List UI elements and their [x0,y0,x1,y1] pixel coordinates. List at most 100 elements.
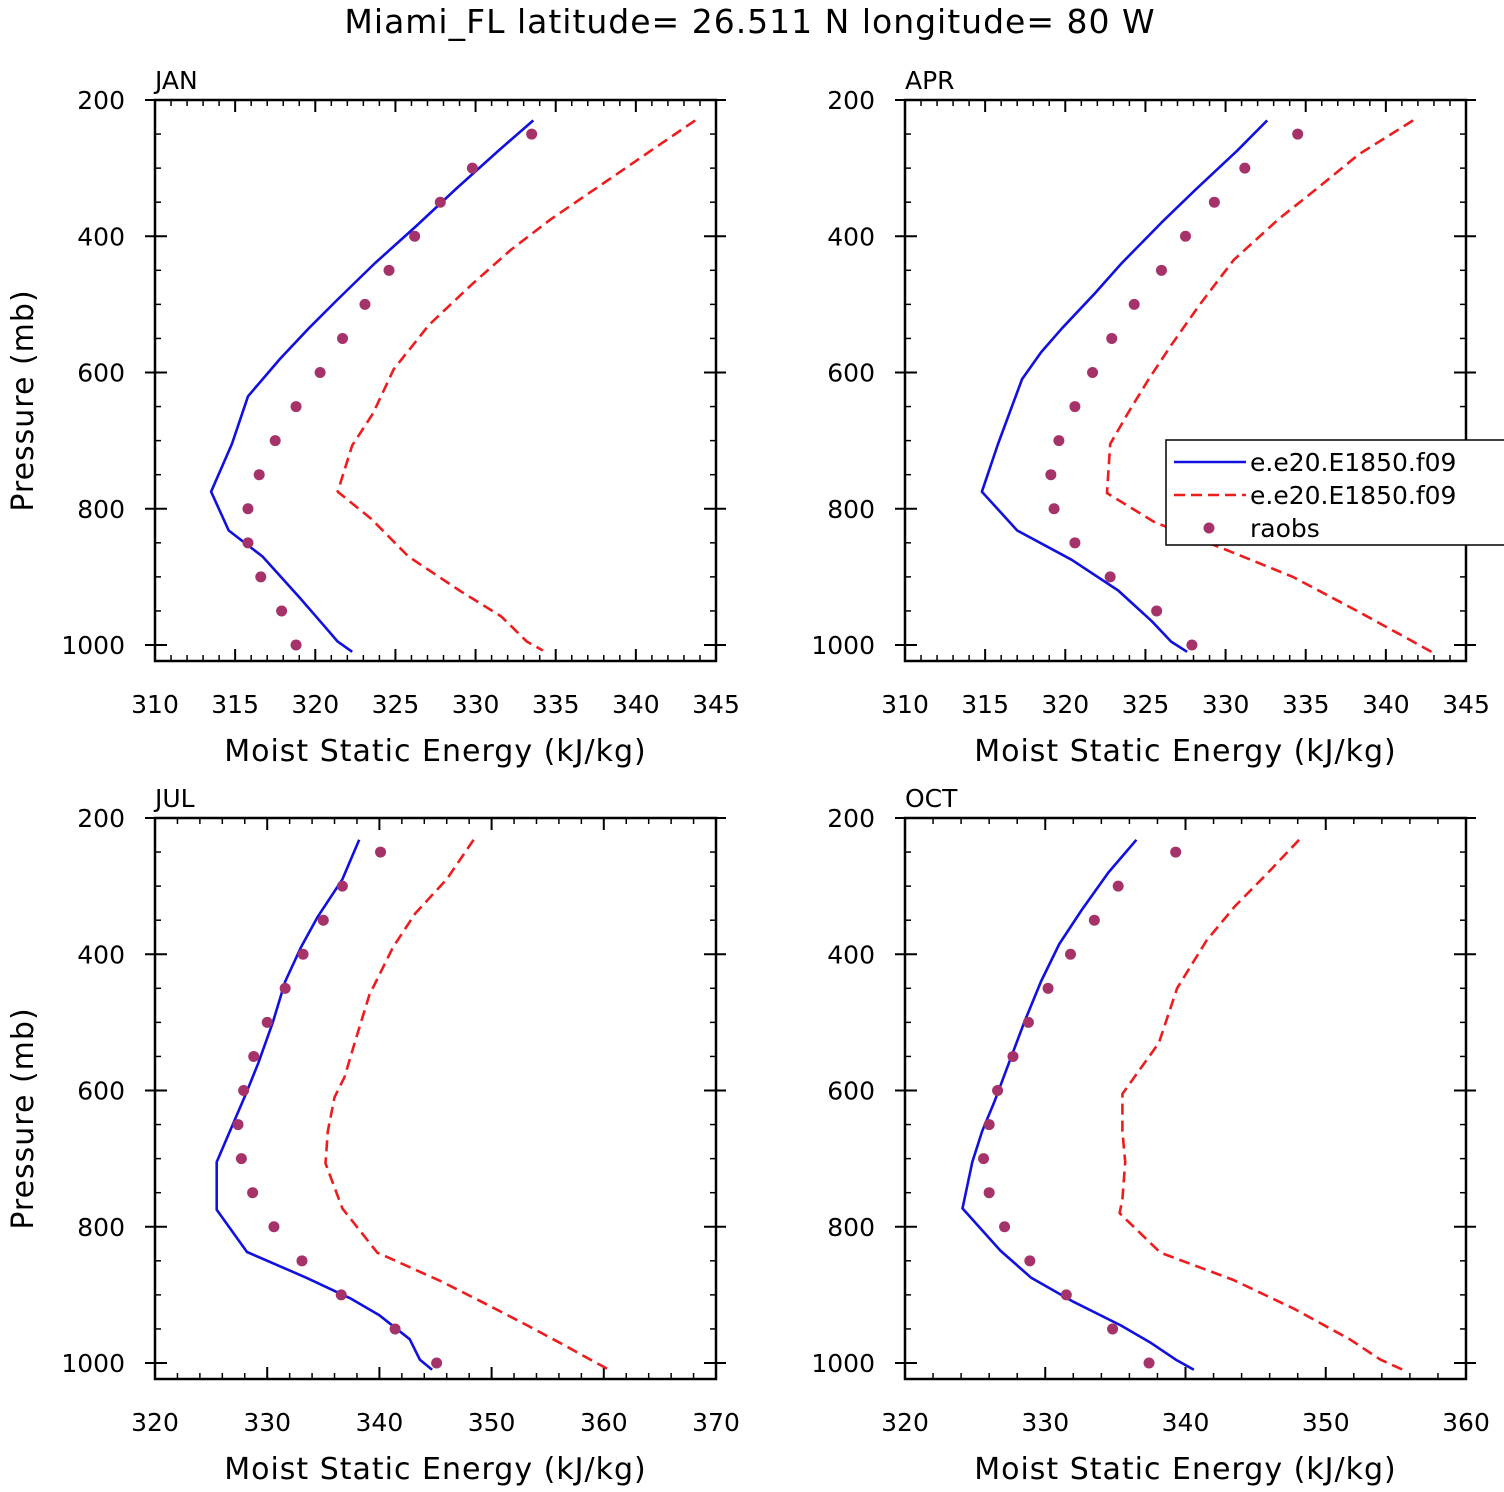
raobs-point [297,948,309,960]
raobs-point [434,196,446,208]
x-tick-label: 340 [356,1408,404,1437]
y-axis-title: Pressure (mb) [6,1007,41,1229]
raobs-point [255,571,267,583]
raobs-point [268,1221,280,1233]
raobs-point [1151,605,1163,617]
raobs-point [1208,196,1220,208]
raobs-point [1007,1050,1019,1062]
model-solid-line [209,119,535,653]
y-axis-title: Pressure (mb) [6,289,41,511]
model-dashed-line [1105,119,1435,655]
y-tick-label: 400 [77,222,125,251]
raobs-point [1048,503,1060,515]
raobs-point [1104,571,1116,583]
raobs-point [409,230,421,242]
x-tick-label: 360 [1442,1408,1490,1437]
legend-dot-swatch [1203,522,1215,534]
x-tick-label: 345 [692,690,740,719]
plot-frame [153,816,718,1381]
raobs-point [526,128,538,140]
x-axis-title: Moist Static Energy (kJ/kg) [224,734,647,769]
x-tick-label: 315 [211,690,259,719]
raobs-point [261,1016,273,1028]
y-tick-label: 800 [77,495,125,524]
raobs-point [1170,846,1182,858]
legend: e.e20.E1850.f09 e.e20.E1850.f09 raobs [1165,439,1504,546]
raobs-point [336,880,348,892]
x-tick-label: 320 [291,690,339,719]
x-tick-label: 325 [1122,690,1170,719]
raobs-point [1128,298,1140,310]
y-tick-label: 400 [77,940,125,969]
plot-frame [903,816,1468,1381]
y-tick-label: 800 [827,1213,875,1242]
y-tick-label: 200 [77,804,125,833]
raobs-point [276,605,288,617]
raobs-point [279,982,291,994]
y-tick-label: 800 [827,495,875,524]
x-axis-title: Moist Static Energy (kJ/kg) [974,734,1397,769]
y-tick-label: 800 [77,1213,125,1242]
raobs-point [1069,537,1081,549]
y-tick-label: 1000 [811,631,875,660]
panel-jul: JUL 320 330 340 350 360 370 200 400 600 800 1000 Moi… [6,784,740,1487]
raobs-point [1064,948,1076,960]
raobs-point [1024,1255,1036,1267]
y-tick-label: 200 [827,86,875,115]
raobs-point [978,1153,990,1165]
x-tick-label: 370 [692,1408,740,1437]
x-tick-label: 345 [1442,690,1490,719]
x-tick-label: 340 [1362,690,1410,719]
x-tick-label: 360 [580,1408,628,1437]
x-tick-label: 330 [1202,690,1250,719]
raobs-point [1143,1357,1155,1369]
panel-label: JAN [153,66,198,95]
raobs-point [983,1119,995,1131]
raobs-point [335,1289,347,1301]
raobs-point [383,264,395,276]
x-tick-label: 330 [452,690,500,719]
y-tick-label: 600 [827,359,875,388]
raobs-point [983,1187,995,1199]
legend-label: e.e20.E1850.f09 [1250,448,1456,477]
raobs-point [1045,469,1057,481]
raobs-point [389,1323,401,1335]
raobs-point [1186,639,1198,651]
raobs-point [253,469,265,481]
x-tick-label: 330 [243,1408,291,1437]
raobs-point [290,639,302,651]
raobs-point [375,846,387,858]
y-tick-label: 400 [827,940,875,969]
x-tick-label: 320 [131,1408,179,1437]
x-tick-label: 310 [131,690,179,719]
raobs-point [337,332,349,344]
legend-box [1165,439,1504,546]
x-tick-label: 340 [612,690,660,719]
raobs-point [1053,435,1065,447]
raobs-point [247,1187,259,1199]
raobs-point [1106,332,1118,344]
y-tick-label: 600 [77,359,125,388]
raobs-point [290,401,302,413]
x-tick-label: 350 [1302,1408,1350,1437]
x-axis-title: Moist Static Energy (kJ/kg) [974,1452,1397,1487]
model-solid-line [961,838,1195,1371]
x-tick-label: 335 [532,690,580,719]
x-tick-label: 320 [881,1408,929,1437]
panels: JAN 310 315 320 325 330 335 340 345 200 400 600 800 1… [6,66,1490,1487]
raobs-point [1022,1016,1034,1028]
y-tick-label: 1000 [61,631,125,660]
raobs-point [317,914,329,926]
legend-label: e.e20.E1850.f09 [1250,481,1456,510]
panel-label: OCT [905,784,958,813]
y-tick-label: 600 [77,1077,125,1106]
panel-label: APR [905,66,955,95]
raobs-point [1060,1289,1072,1301]
y-tick-label: 1000 [61,1349,125,1378]
raobs-point [1107,1323,1119,1335]
raobs-point [431,1357,443,1369]
x-tick-label: 315 [961,690,1009,719]
model-solid-line [215,839,433,1371]
figure-title: Miami_FL latitude= 26.511 N longitude= 8… [344,2,1155,41]
